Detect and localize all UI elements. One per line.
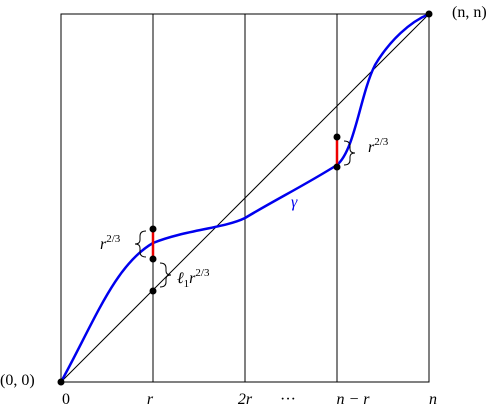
corner-label: (n, n) — [452, 4, 487, 21]
brace — [343, 140, 356, 166]
annotation-base: r — [100, 236, 107, 253]
diagonal — [60, 13, 430, 383]
x-label: n — [429, 391, 437, 407]
annotation: r2/3 — [100, 233, 121, 253]
dot — [333, 133, 341, 141]
x-label: 2r — [238, 391, 253, 407]
curve-label: γ — [291, 194, 298, 211]
dots — [57, 10, 433, 386]
brace — [134, 230, 147, 258]
curve-gamma — [59, 12, 430, 383]
annotation-prefix: ℓ — [177, 270, 184, 287]
annotation: r2/3 — [368, 136, 389, 156]
annotation-base: r — [189, 270, 196, 287]
dot — [57, 378, 65, 386]
corner-label: (0, 0) — [0, 372, 35, 389]
dot — [333, 163, 341, 171]
dot — [149, 287, 157, 295]
annotation: ℓ1r2/3 — [177, 267, 210, 290]
annotation-sup: 2/3 — [374, 136, 389, 148]
x-label: n − r — [336, 391, 370, 407]
x-label: 0 — [62, 391, 70, 407]
annotation-base: r — [368, 139, 375, 156]
dot — [149, 225, 157, 233]
brace — [159, 262, 172, 288]
dot — [149, 255, 157, 263]
x-label: r — [147, 391, 154, 407]
annotation-sup: 2/3 — [195, 267, 210, 279]
x-label: ··· — [280, 391, 296, 407]
dot — [425, 10, 433, 18]
annotation-sup: 2/3 — [106, 233, 121, 245]
annotation-sub: 1 — [184, 278, 190, 290]
